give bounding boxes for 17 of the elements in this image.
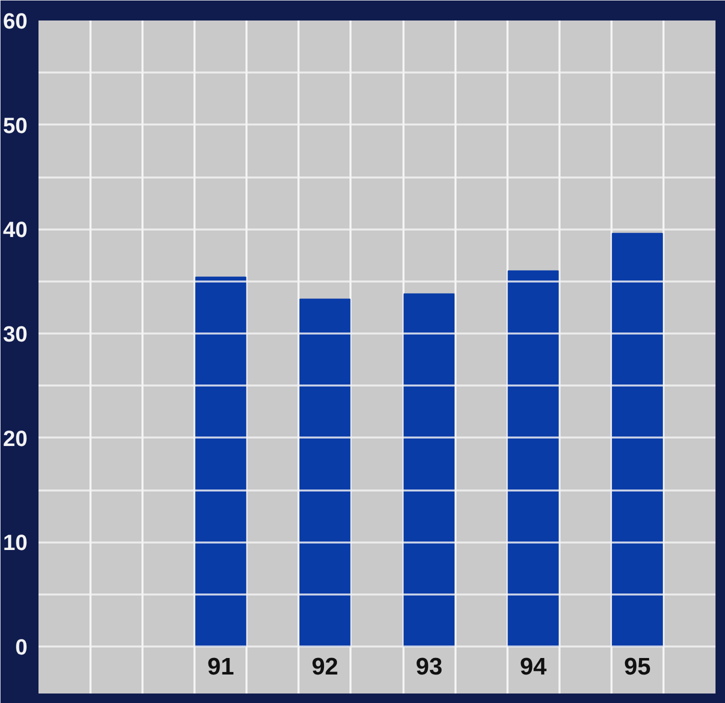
y-tick-label: 20 bbox=[3, 426, 28, 451]
x-tick-label: 94 bbox=[520, 654, 548, 681]
bar bbox=[195, 276, 246, 648]
bar bbox=[404, 293, 455, 648]
x-tick-label: 95 bbox=[624, 654, 651, 681]
y-tick-label: 0 bbox=[15, 634, 28, 660]
bar bbox=[612, 232, 663, 648]
y-tick-label: 60 bbox=[3, 8, 28, 34]
y-tick-label: 40 bbox=[3, 217, 28, 242]
x-tick-label: 91 bbox=[207, 654, 234, 681]
bar bbox=[508, 270, 559, 648]
x-tick-label: 92 bbox=[312, 654, 338, 681]
bar bbox=[299, 298, 350, 648]
y-tick-label: 30 bbox=[3, 322, 28, 347]
y-tick-label: 50 bbox=[3, 112, 28, 138]
x-tick-label: 93 bbox=[416, 654, 442, 681]
y-tick-label: 10 bbox=[3, 530, 28, 556]
